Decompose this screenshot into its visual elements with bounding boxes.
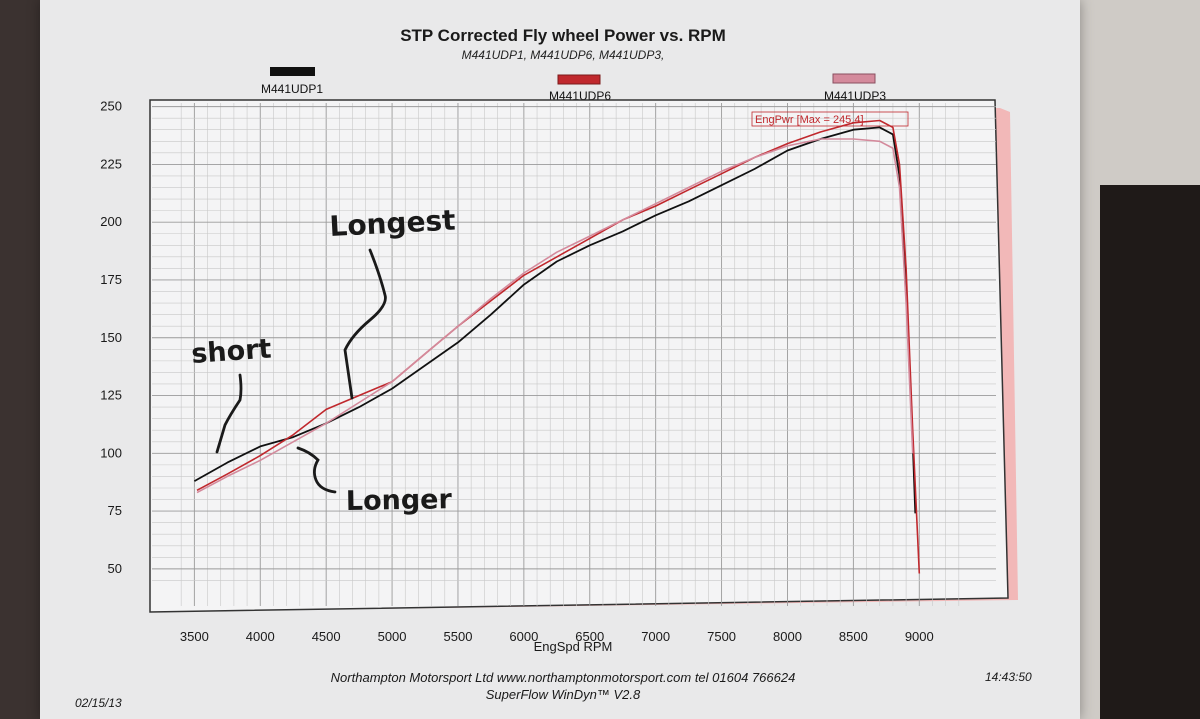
y-tick-label: 225 <box>100 156 122 171</box>
legend-swatch-udp1 <box>270 67 315 76</box>
legend-swatch-udp6 <box>557 74 601 85</box>
x-tick-label: 6500 <box>575 629 604 644</box>
legend-label-udp1: M441UDP1 <box>261 82 323 96</box>
x-tick-label: 5000 <box>378 629 407 644</box>
background-right-shadow <box>1100 185 1200 719</box>
annotation-pointer-longest <box>343 248 387 400</box>
chart-subtitle: M441UDP1, M441UDP6, M441UDP3, <box>462 48 665 62</box>
legend-swatch-udp3 <box>832 73 876 84</box>
annotation-short: short <box>190 333 272 370</box>
x-tick-label: 7000 <box>641 629 670 644</box>
chart-title: STP Corrected Fly wheel Power vs. RPM <box>400 26 726 45</box>
footer-company: Northampton Motorsport Ltd www.northampt… <box>331 670 796 685</box>
y-tick-label: 75 <box>108 503 122 518</box>
x-tick-label: 4000 <box>246 629 275 644</box>
plot-area <box>149 99 1009 613</box>
y-axis: 50 75 100 125 150 175 200 225 250 <box>100 99 122 576</box>
annotation-pointer-longer <box>296 446 337 494</box>
peak-annotation: EngPwr [Max = 245.4] <box>755 114 864 126</box>
x-tick-label: 7500 <box>707 629 736 644</box>
x-tick-label: 8500 <box>839 629 868 644</box>
y-tick-label: 100 <box>100 445 122 460</box>
x-tick-label: 6000 <box>509 629 538 644</box>
x-tick-label: 5500 <box>444 629 473 644</box>
y-tick-label: 50 <box>108 561 122 576</box>
annotation-longest: Longest <box>329 203 457 243</box>
handwritten-annotations <box>215 248 387 494</box>
footer-software: SuperFlow WinDyn™ V2.8 <box>486 687 641 702</box>
series-lines <box>193 119 921 574</box>
legend: M441UDP1 M441UDP6 M441UDP3 <box>261 67 886 103</box>
series-line-m441udp1 <box>193 126 917 514</box>
y-tick-label: 175 <box>100 272 122 287</box>
y-tick-label: 125 <box>100 388 122 403</box>
y-tick-label: 250 <box>100 99 122 114</box>
x-tick-label: 9000 <box>905 629 934 644</box>
series-line-m441udp3 <box>196 138 914 494</box>
x-axis: 3500 4000 4500 5000 5500 6000 6500 7000 7500 8000… <box>180 629 934 644</box>
footer-date: 02/15/13 <box>75 696 122 710</box>
x-tick-label: 4500 <box>312 629 341 644</box>
grid <box>152 103 996 606</box>
y-tick-label: 200 <box>100 214 122 229</box>
x-tick-label: 8000 <box>773 629 802 644</box>
annotation-pointer-short <box>215 373 243 454</box>
x-axis-label: EngSpd RPM <box>534 639 613 654</box>
x-tick-label: 3500 <box>180 629 209 644</box>
annotation-longer: Longer <box>346 484 453 517</box>
y-tick-label: 150 <box>100 330 122 345</box>
footer-time: 14:43:50 <box>985 670 1032 684</box>
peak-annotation-box <box>751 111 909 127</box>
